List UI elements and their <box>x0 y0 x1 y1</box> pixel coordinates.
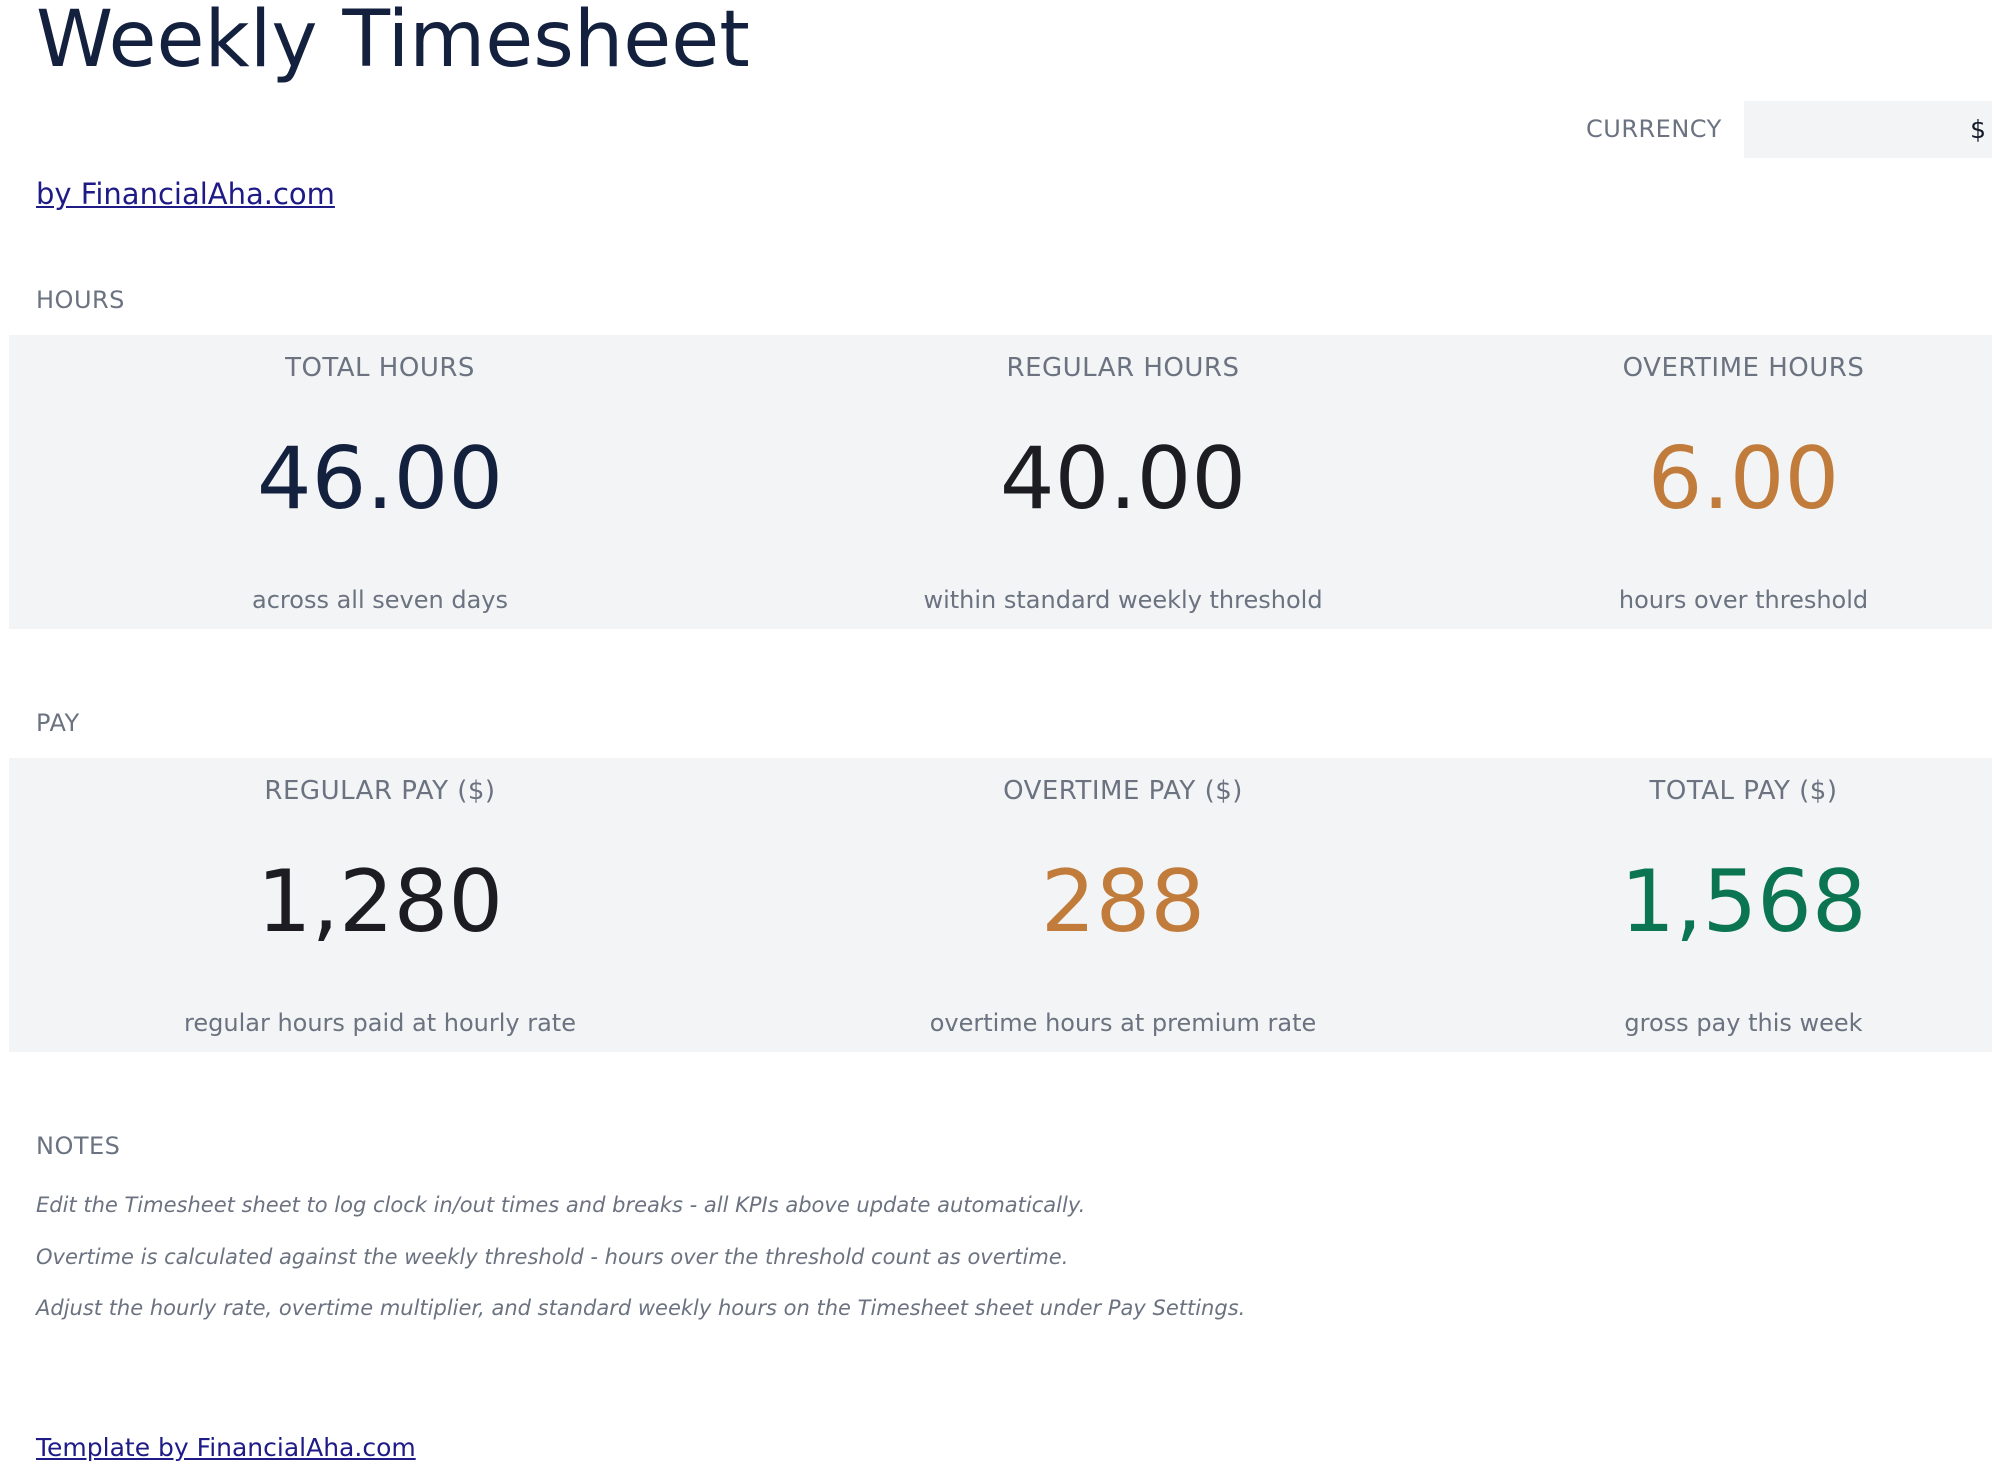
notes-section-label: NOTES <box>36 1132 121 1160</box>
kpi-overtime-pay: OVERTIME PAY ($) 288 overtime hours at p… <box>751 758 1495 1052</box>
hours-section-label: HOURS <box>36 286 125 314</box>
kpi-caption: within standard weekly threshold <box>923 586 1323 614</box>
currency-input[interactable] <box>1744 101 1992 158</box>
kpi-label: OVERTIME HOURS <box>1622 353 1865 383</box>
note-item: Adjust the hourly rate, overtime multipl… <box>36 1296 1246 1320</box>
page-title: Weekly Timesheet <box>36 0 750 85</box>
kpi-label: TOTAL PAY ($) <box>1649 776 1838 806</box>
kpi-value: 40.00 <box>999 429 1247 529</box>
kpi-regular-pay: REGULAR PAY ($) 1,280 regular hours paid… <box>9 758 751 1052</box>
kpi-value: 6.00 <box>1647 429 1840 529</box>
kpi-caption: overtime hours at premium rate <box>929 1009 1317 1037</box>
kpi-value: 1,280 <box>256 852 504 952</box>
kpi-total-hours: TOTAL HOURS 46.00 across all seven days <box>9 335 751 629</box>
template-credit-link[interactable]: Template by FinancialAha.com <box>36 1433 416 1462</box>
kpi-label: TOTAL HOURS <box>285 353 475 383</box>
kpi-caption: gross pay this week <box>1624 1009 1863 1037</box>
financialaha-byline-link[interactable]: by FinancialAha.com <box>36 177 335 211</box>
kpi-value: 46.00 <box>256 429 504 529</box>
kpi-value: 1,568 <box>1620 852 1867 952</box>
pay-section-label: PAY <box>36 709 80 737</box>
hours-kpi-panel: TOTAL HOURS 46.00 across all seven days … <box>9 335 1992 629</box>
note-item: Edit the Timesheet sheet to log clock in… <box>36 1193 1086 1217</box>
note-item: Overtime is calculated against the weekl… <box>36 1245 1069 1269</box>
kpi-label: REGULAR HOURS <box>1006 353 1240 383</box>
kpi-overtime-hours: OVERTIME HOURS 6.00 hours over threshold <box>1495 335 1992 629</box>
currency-label: CURRENCY <box>1586 115 1722 143</box>
kpi-label: REGULAR PAY ($) <box>264 776 496 806</box>
kpi-caption: hours over threshold <box>1618 586 1869 614</box>
kpi-total-pay: TOTAL PAY ($) 1,568 gross pay this week <box>1495 758 1992 1052</box>
kpi-caption: across all seven days <box>252 586 508 614</box>
pay-kpi-panel: REGULAR PAY ($) 1,280 regular hours paid… <box>9 758 1992 1052</box>
kpi-label: OVERTIME PAY ($) <box>1003 776 1243 806</box>
kpi-value: 288 <box>1040 852 1206 952</box>
kpi-regular-hours: REGULAR HOURS 40.00 within standard week… <box>751 335 1495 629</box>
kpi-caption: regular hours paid at hourly rate <box>184 1009 576 1037</box>
